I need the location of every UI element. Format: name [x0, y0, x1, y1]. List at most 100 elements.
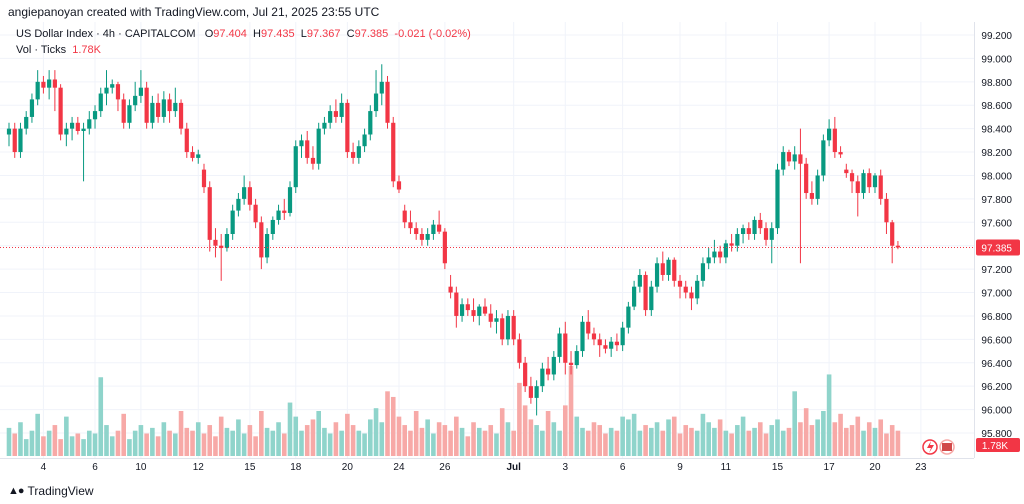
volume-bar	[689, 427, 694, 456]
candle-body	[133, 95, 138, 106]
candle-body	[551, 356, 556, 375]
volume-bar	[878, 419, 884, 456]
candle-body	[482, 306, 488, 314]
volume-bar	[390, 396, 396, 456]
volume-bar	[649, 427, 654, 456]
candle-body	[52, 79, 57, 88]
time-tick-label: 20	[869, 462, 881, 473]
price-axis[interactable]: 99.200 99.000 98.800 98.600 98.400 98.200 98.0…	[922, 31, 1020, 455]
volume-bar	[694, 430, 700, 456]
candle-body	[878, 175, 883, 199]
volume-bar	[522, 405, 528, 456]
volume-bar	[666, 419, 671, 456]
candle-body	[127, 105, 132, 123]
candle-body	[379, 81, 384, 94]
candle-body	[391, 122, 396, 182]
volume-bar	[471, 422, 476, 456]
price-tick-label: 98.200	[981, 148, 1012, 159]
candle-body	[396, 181, 402, 190]
volume-bar	[620, 416, 625, 456]
volume-bar	[333, 422, 339, 456]
volume-bar	[259, 411, 264, 456]
open-label: O	[204, 28, 214, 40]
candle-body	[649, 286, 654, 311]
volume-bar	[763, 433, 769, 456]
candle-body	[695, 280, 700, 299]
candle-body	[156, 102, 161, 117]
candle-body	[729, 243, 734, 246]
volume-bar	[178, 411, 184, 456]
time-tick-label: 26	[439, 462, 451, 473]
candle-body	[781, 152, 786, 170]
candle-body	[144, 87, 149, 123]
candle-body	[643, 274, 648, 311]
candle-body	[230, 210, 235, 234]
time-tick-label: 11	[721, 462, 732, 473]
volume-bar	[700, 413, 706, 456]
candle-body	[563, 333, 568, 363]
candle-body	[293, 146, 298, 188]
candle-body	[861, 173, 866, 194]
volume-bar	[115, 430, 121, 456]
candle-body	[270, 219, 275, 234]
candle-body	[614, 341, 620, 346]
volume-bar	[729, 433, 734, 456]
symbol-label[interactable]: US Dollar Index · 4h · CAPITALCOM	[16, 28, 196, 40]
candle-body	[18, 128, 23, 153]
candle-body	[477, 306, 482, 316]
volume-bar	[654, 422, 660, 456]
time-tick-label: 15	[772, 462, 784, 473]
volume-bar	[838, 413, 843, 456]
volume-bar	[18, 422, 23, 456]
volume-bar	[379, 422, 385, 456]
volume-bar	[155, 436, 161, 456]
last-price-tag-label: 97.385	[981, 243, 1012, 254]
candle-body	[890, 222, 895, 246]
time-tick-label: 12	[193, 462, 205, 473]
time-tick-label: 3	[563, 462, 569, 473]
volume-bar	[849, 425, 855, 456]
candle-body	[700, 263, 706, 281]
volume-bar	[161, 422, 167, 456]
candle-body	[786, 152, 792, 162]
volume-bar	[322, 427, 327, 456]
candle-body	[362, 134, 367, 147]
volume-bar	[780, 430, 786, 456]
candle-body	[603, 345, 608, 349]
volume-bar	[104, 425, 109, 456]
candle-body	[494, 318, 499, 322]
candle-body	[849, 173, 855, 182]
time-axis[interactable]: 4 6 10 12 15 18 20 24 26 Jul 3 6 9 11 15 17 20 23	[41, 462, 927, 473]
volume-bar	[591, 422, 597, 456]
candle-body	[872, 175, 878, 188]
close-label: C	[346, 28, 355, 40]
price-tick-label: 98.400	[981, 125, 1012, 136]
volume-bar	[488, 425, 494, 456]
volume-bar	[757, 422, 763, 456]
candle-body	[35, 81, 40, 100]
volume-bar	[64, 416, 69, 456]
volume-bar	[511, 430, 516, 456]
tradingview-logo[interactable]: ▲● TradingView	[8, 484, 94, 498]
volume-bar	[660, 430, 666, 456]
time-tick-label: 4	[41, 462, 47, 473]
volume-bar	[373, 408, 379, 456]
volume-bar	[792, 391, 797, 456]
volume-bar	[184, 427, 190, 456]
volume-bar	[574, 416, 580, 456]
volume-bar	[499, 408, 505, 456]
volume-bar	[431, 433, 436, 456]
volume-bar	[614, 430, 620, 456]
volume-bar	[264, 427, 270, 456]
candle-body	[58, 87, 63, 135]
price-tick-label: 98.000	[981, 171, 1012, 182]
time-tick-label: 17	[824, 462, 836, 473]
volume-bar	[735, 425, 740, 456]
volume-label[interactable]: Vol · Ticks	[16, 44, 67, 56]
candle-body	[6, 128, 12, 135]
volume-bar	[436, 422, 442, 456]
volume-bar	[253, 436, 258, 456]
candle-body	[196, 154, 201, 158]
volume-bar	[889, 425, 895, 456]
